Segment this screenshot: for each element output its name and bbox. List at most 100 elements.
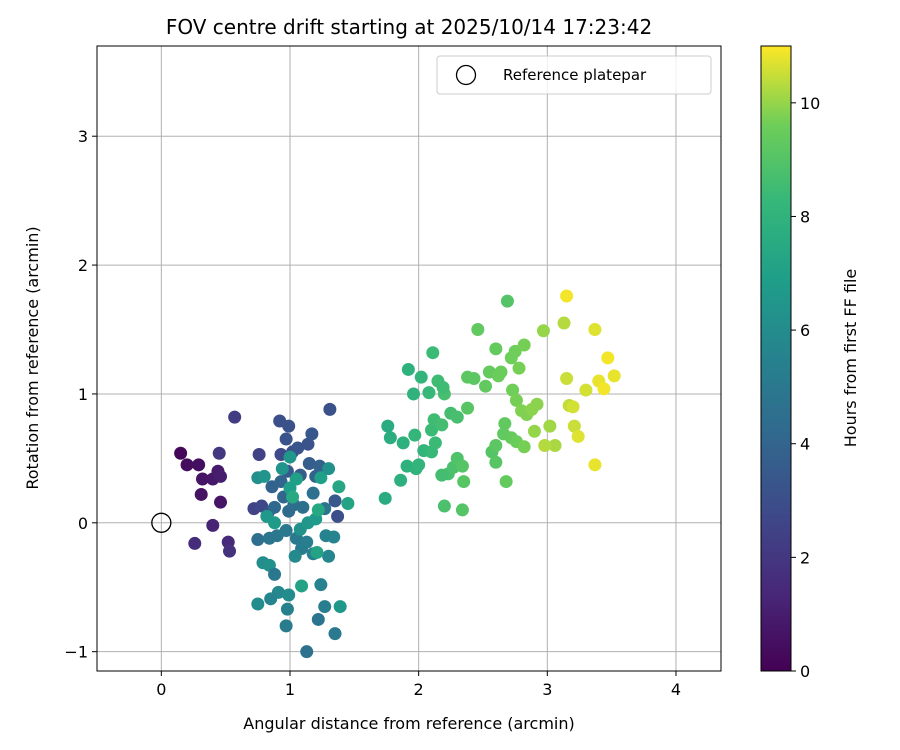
data-point bbox=[601, 351, 615, 365]
colorbar-tick-label: 10 bbox=[800, 94, 820, 113]
data-point bbox=[332, 480, 346, 494]
data-point bbox=[412, 458, 426, 472]
data-point bbox=[305, 427, 319, 441]
data-point bbox=[536, 324, 550, 338]
data-point bbox=[436, 380, 450, 394]
data-point bbox=[280, 602, 294, 616]
data-point bbox=[489, 455, 503, 469]
colorbar-label: Hours from first FF file bbox=[841, 269, 860, 448]
data-point bbox=[494, 365, 508, 379]
data-point bbox=[571, 429, 585, 443]
data-point bbox=[471, 323, 485, 337]
data-point bbox=[426, 346, 440, 360]
data-point bbox=[268, 567, 282, 581]
data-point bbox=[180, 458, 194, 472]
data-point bbox=[579, 383, 593, 397]
data-point bbox=[223, 544, 237, 558]
data-point bbox=[508, 344, 522, 358]
data-point bbox=[282, 419, 296, 433]
data-point bbox=[314, 578, 328, 592]
data-point bbox=[318, 600, 332, 614]
data-point bbox=[275, 462, 289, 476]
data-point bbox=[401, 362, 415, 376]
data-point bbox=[268, 500, 282, 514]
data-point bbox=[279, 432, 293, 446]
data-point bbox=[428, 436, 442, 450]
data-point bbox=[378, 491, 392, 505]
y-axis: −1 0 1 2 3 bbox=[64, 127, 97, 662]
data-point bbox=[396, 436, 410, 450]
data-point bbox=[251, 533, 265, 547]
data-point bbox=[264, 592, 278, 606]
data-point bbox=[506, 383, 520, 397]
data-point bbox=[206, 518, 220, 532]
data-point bbox=[530, 397, 544, 411]
data-point bbox=[509, 393, 523, 407]
data-point bbox=[479, 379, 493, 393]
y-tick-label: −1 bbox=[64, 643, 88, 662]
data-point bbox=[301, 437, 315, 451]
reference-marker bbox=[151, 512, 172, 533]
data-point bbox=[566, 400, 580, 414]
legend-entry: Reference platepar bbox=[503, 66, 647, 84]
data-point bbox=[538, 438, 552, 452]
data-point bbox=[279, 619, 293, 633]
legend-box bbox=[436, 55, 712, 95]
data-point bbox=[212, 446, 226, 460]
data-point bbox=[467, 371, 481, 385]
data-point bbox=[328, 627, 342, 641]
data-point bbox=[407, 387, 421, 401]
legend: Reference platepar bbox=[436, 55, 712, 95]
x-tick-label: 4 bbox=[671, 680, 681, 699]
data-point bbox=[196, 472, 210, 486]
data-point bbox=[331, 509, 345, 523]
data-point bbox=[517, 440, 531, 454]
x-axis: 0 1 2 3 4 bbox=[156, 671, 681, 699]
x-tick-label: 0 bbox=[156, 680, 166, 699]
plot-frame bbox=[96, 45, 722, 672]
data-point bbox=[500, 294, 514, 308]
data-point bbox=[498, 417, 512, 431]
data-point bbox=[461, 401, 475, 415]
y-tick-label: 1 bbox=[78, 385, 88, 404]
data-point bbox=[607, 369, 621, 383]
data-point bbox=[499, 475, 513, 489]
y-axis-label: Rotation from reference (arcmin) bbox=[23, 226, 42, 489]
data-point bbox=[425, 423, 439, 437]
data-point bbox=[341, 496, 355, 510]
colorbar-tick-label: 4 bbox=[800, 435, 810, 454]
data-point bbox=[194, 487, 208, 501]
data-point bbox=[286, 490, 300, 504]
data-point bbox=[457, 475, 471, 489]
data-point bbox=[517, 338, 531, 352]
x-tick-label: 1 bbox=[285, 680, 295, 699]
data-point bbox=[283, 450, 297, 464]
data-point bbox=[310, 545, 324, 559]
data-point bbox=[437, 499, 451, 513]
data-point bbox=[311, 612, 325, 626]
data-point bbox=[257, 469, 271, 483]
data-point bbox=[323, 402, 337, 416]
data-point bbox=[311, 503, 325, 517]
legend-marker bbox=[455, 64, 477, 86]
y-tick-label: 0 bbox=[78, 514, 88, 533]
data-point bbox=[422, 386, 436, 400]
colorbar-tick-label: 6 bbox=[800, 321, 810, 340]
colorbar-ticks: 0 2 4 6 8 10 bbox=[791, 94, 820, 681]
data-point bbox=[597, 382, 611, 396]
data-point bbox=[322, 549, 336, 563]
data-point bbox=[408, 428, 422, 442]
colorbar-tick-label: 8 bbox=[800, 207, 810, 226]
data-point bbox=[228, 410, 242, 424]
data-point bbox=[314, 471, 328, 485]
reference-point bbox=[151, 512, 172, 533]
data-point bbox=[296, 500, 310, 514]
x-tick-label: 2 bbox=[414, 680, 424, 699]
data-point bbox=[282, 588, 296, 602]
data-point bbox=[188, 536, 202, 550]
data-point bbox=[328, 494, 342, 508]
data-point bbox=[251, 597, 265, 611]
colorbar-frame bbox=[760, 45, 792, 672]
data-point bbox=[455, 503, 469, 517]
